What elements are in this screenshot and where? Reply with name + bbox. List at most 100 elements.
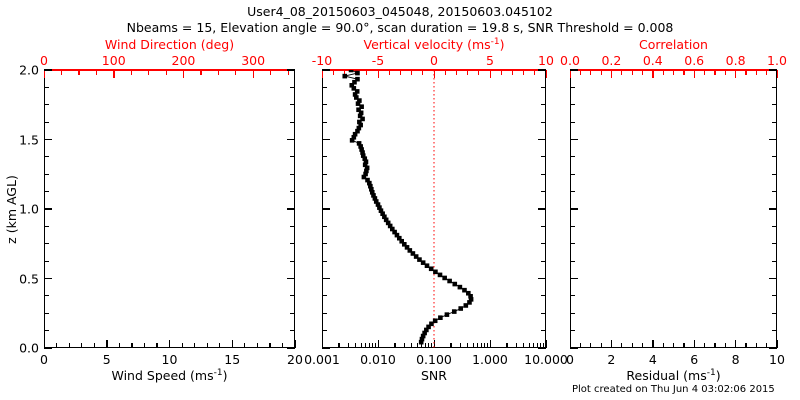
panel-wind-top-major-tick [182, 70, 185, 78]
panel-wind-bottom-tick-label: 20 [287, 352, 303, 367]
panel-wind-top-tick-label: 100 [101, 53, 126, 68]
panel-snr-y-major-tick-right [538, 277, 546, 280]
panel-residual-top-major-tick [693, 70, 696, 78]
panel-snr-y-major-tick [322, 277, 330, 280]
exponent-superscript: -1 [213, 368, 223, 378]
exponent-superscript: -1 [706, 368, 716, 378]
panel-snr-bottom-tick-label: 1.000 [472, 352, 508, 367]
panel-residual-bottom-minor-tick [714, 343, 716, 348]
panel-snr-data-marker [358, 144, 363, 149]
panel-snr-bottom-minor-tick [372, 343, 374, 348]
panel-snr-data-marker [462, 287, 467, 293]
panel-snr-data-marker [451, 309, 457, 314]
panel-residual-y-minor-tick [570, 243, 575, 245]
panel-snr-y-minor-tick [322, 121, 327, 123]
panel-snr-data-marker [378, 208, 384, 213]
panel-snr-data-marker [377, 205, 382, 210]
panel-snr-data-marker [402, 242, 407, 247]
panel-residual-top-tick-label: 0.0 [560, 53, 580, 68]
panel-snr-data-marker [466, 290, 471, 296]
panel-wind-top-minor-tick [270, 70, 272, 75]
panel-wind-bottom-minor-tick [156, 343, 158, 348]
panel-wind-y-major-tick [44, 277, 52, 280]
panel-wind-top-minor-tick [95, 70, 97, 75]
y-axis-tick-label: 2.0 [19, 62, 39, 78]
panel-snr-bottom-minor-tick [533, 343, 535, 348]
panel-residual-bottom-tick-label: 0 [566, 352, 574, 367]
panel-residual-top-tick-label: 0.2 [601, 53, 622, 68]
panel-wind-top-major-tick [113, 70, 115, 78]
panel-snr-y-minor-tick-right [541, 121, 546, 123]
panel-snr-y-major-tick [322, 69, 330, 71]
panel-snr-data-marker [354, 95, 359, 100]
panel-snr-data-marker [426, 324, 431, 330]
panel-residual-y-minor-tick [570, 104, 575, 106]
panel-residual-y-minor-tick [570, 312, 575, 314]
panel-snr-y-minor-tick [322, 191, 327, 193]
panel-snr-y-major-tick-right [538, 138, 546, 141]
panel-snr-bottom-major-tick [321, 340, 323, 348]
panel-wind-y-major-tick-right [287, 208, 295, 210]
panel-residual-y-minor-tick [570, 156, 575, 158]
panel-wind-bottom-major-tick [106, 340, 108, 348]
panel-wind-top-minor-tick [148, 70, 150, 75]
panel-snr-y-minor-tick-right [541, 104, 546, 106]
panel-residual-y-major-tick [570, 347, 578, 349]
panel-snr-top-major-tick [545, 70, 547, 78]
panel-snr-top-tick-label: -10 [311, 53, 333, 68]
panel-snr-data-marker [360, 116, 365, 122]
panel-snr-data-marker [349, 82, 355, 88]
panel-residual-bottom-major-tick [610, 340, 613, 348]
panel-snr-data-marker [360, 150, 365, 155]
panel-snr-top-minor-tick [455, 70, 458, 75]
panel-snr-data-marker [357, 98, 362, 103]
panel-residual-top-minor-tick [745, 70, 747, 75]
panel-snr-data-marker [355, 76, 360, 82]
panel-wind-y-minor-tick [44, 173, 49, 175]
panel-residual-bottom-tick-label: 10 [769, 352, 785, 367]
panel-residual-bottom-minor-tick [704, 343, 706, 348]
panel-wind-y-minor-tick-right [290, 156, 295, 158]
panel-snr-data-marker [363, 171, 368, 177]
panel-wind-top-minor-tick [217, 70, 219, 75]
page-title: User4_08_20150603_045048, 20150603.04510… [247, 4, 553, 19]
panel-residual-bottom-minor-tick [766, 343, 768, 348]
panel-snr-bottom-minor-tick [428, 343, 430, 348]
panel-snr-bottom-minor-tick [404, 343, 406, 348]
panel-wind-y-minor-tick [44, 191, 49, 193]
panel-wind-y-minor-tick [44, 330, 49, 332]
panel-residual-y-minor-tick [570, 191, 575, 193]
panel-snr-bottom-minor-tick [540, 343, 542, 348]
panel-residual-bottom-minor-tick [641, 343, 644, 348]
panel-snr-bottom-minor-tick [416, 343, 418, 348]
panel-snr-data-marker [359, 147, 364, 152]
panel-wind-y-major-tick-right [287, 347, 295, 349]
y-axis-tick-label: 1.0 [19, 201, 39, 217]
panel-residual-y-minor-tick-right [772, 156, 777, 158]
panel-snr-bottom-tick-label: 0.010 [360, 352, 396, 367]
panel-wind-top-minor-tick [235, 70, 237, 75]
panel-snr-bottom-minor-tick [460, 343, 462, 348]
panel-snr-data-marker [342, 73, 348, 79]
panel-wind-top-axis-title: Wind Direction (deg) [104, 37, 235, 52]
panel-snr-data-marker [356, 107, 361, 113]
panel-wind-y-minor-tick [44, 260, 49, 262]
panel-residual-y-minor-tick [570, 330, 575, 332]
panel-snr-bottom-minor-tick [472, 343, 474, 348]
panel-residual-bottom-tick-label: 4 [648, 352, 657, 367]
panel-wind-y-minor-tick-right [290, 260, 295, 262]
panel-snr-y-minor-tick-right [541, 173, 546, 175]
panel-wind-y-major-tick [44, 138, 52, 141]
panel-snr-y-minor-tick-right [541, 312, 546, 314]
panel-wind-top-tick-label: 300 [241, 53, 266, 68]
panel-wind-bottom-minor-tick [143, 343, 146, 348]
panel-residual-bottom-minor-tick [673, 343, 675, 348]
y-axis-tick-label: 0.5 [19, 271, 39, 286]
panel-snr-y-minor-tick-right [541, 225, 546, 227]
panel-residual-y-major-tick-right [769, 347, 777, 349]
panel-snr-data-marker [463, 303, 469, 308]
panel-snr-top-minor-tick [343, 70, 346, 75]
panel-wind-bottom-major-tick [294, 340, 296, 348]
panel-snr-data-marker [444, 312, 450, 317]
